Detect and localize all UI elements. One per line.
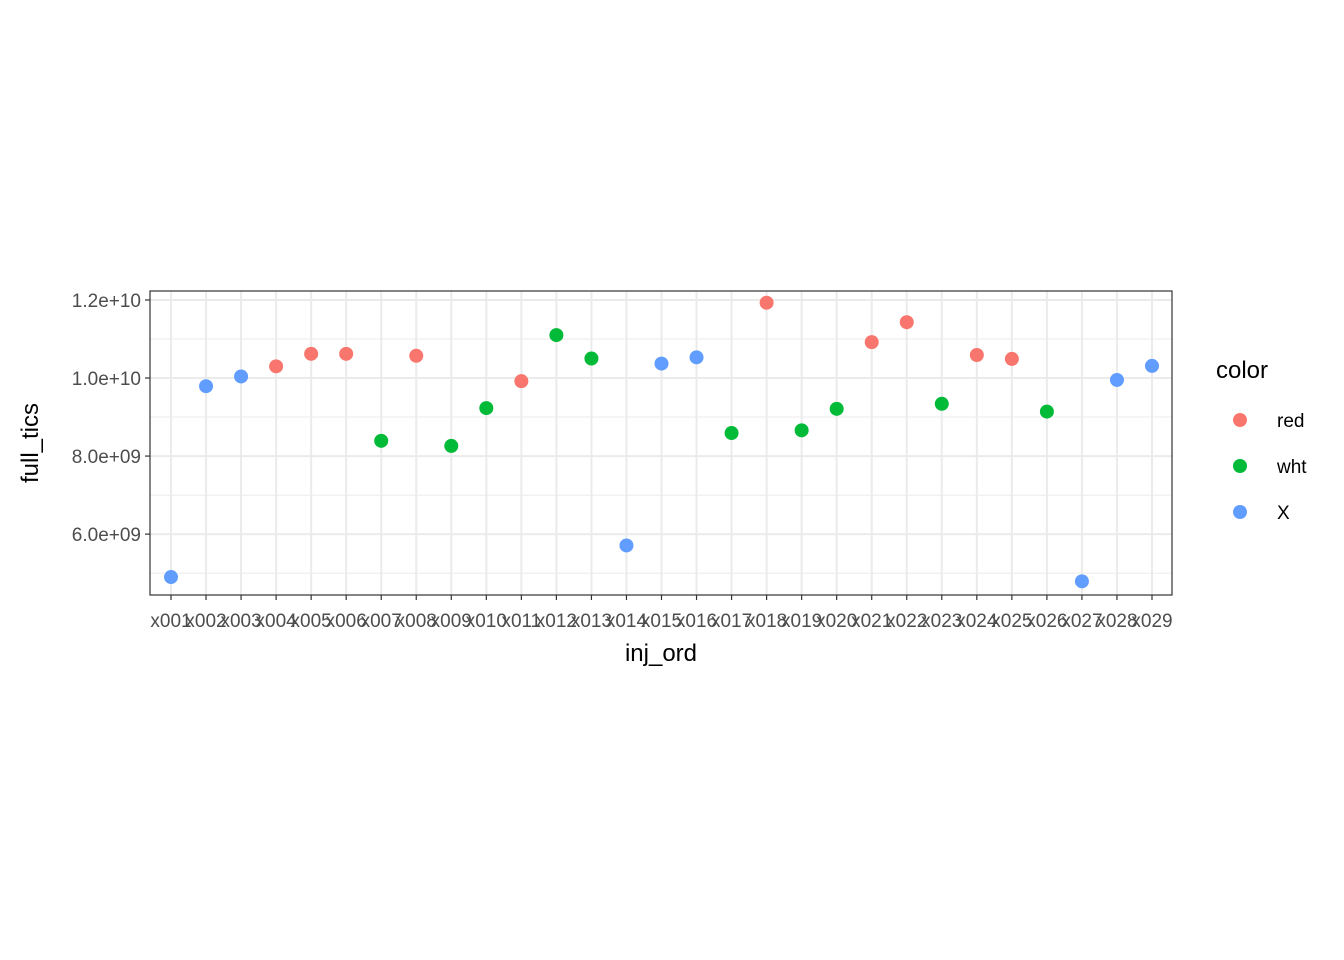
point-wht: [549, 328, 564, 343]
point-red: [759, 295, 774, 310]
point-red: [409, 348, 424, 363]
x-tick-label: x016: [676, 611, 717, 632]
legend-title: color: [1216, 357, 1268, 384]
y-tick-label: 1.0e+10: [72, 369, 141, 390]
x-tick-label: x010: [466, 611, 507, 632]
point-wht: [584, 351, 599, 366]
x-tick-label: x025: [991, 611, 1032, 632]
legend-key-red: [1233, 413, 1247, 427]
y-axis: 6.0e+09 8.0e+09 1.0e+10 1.2e+10: [72, 291, 150, 546]
legend-label: red: [1277, 411, 1304, 432]
point-wht: [724, 426, 739, 441]
point-red: [339, 346, 354, 361]
x-tick-label: x019: [781, 611, 822, 632]
point-red: [864, 335, 879, 350]
x-tick-label: x013: [571, 611, 612, 632]
x-tick-label: x023: [921, 611, 962, 632]
point-red: [1004, 351, 1019, 366]
legend: color red wht X: [1216, 357, 1307, 524]
point-wht: [374, 433, 389, 448]
x-tick-label: x007: [361, 611, 402, 632]
legend-key-X: [1233, 505, 1247, 519]
point-X: [1145, 358, 1159, 373]
point-red: [304, 346, 319, 361]
point-wht: [479, 401, 494, 416]
point-X: [199, 379, 214, 394]
x-tick-label: x021: [851, 611, 892, 632]
point-red: [269, 359, 284, 374]
legend-label: X: [1277, 503, 1290, 524]
x-tick-label: x011: [501, 611, 541, 632]
point-wht: [444, 438, 459, 453]
point-X: [1074, 574, 1089, 589]
point-X: [234, 369, 249, 384]
x-tick-label: x028: [1096, 611, 1137, 632]
x-tick-label: x003: [220, 611, 261, 632]
x-tick-label: x015: [641, 611, 682, 632]
point-X: [654, 356, 669, 371]
x-axis: x001x002x003x004x005x006x007x008x009x010…: [150, 595, 1173, 632]
x-tick-label: x022: [886, 611, 927, 632]
point-wht: [794, 423, 809, 438]
point-X: [619, 538, 634, 553]
x-tick-label: x017: [711, 611, 752, 632]
point-wht: [1039, 404, 1054, 419]
point-X: [164, 570, 178, 585]
x-axis-title: inj_ord: [625, 640, 697, 667]
x-tick-label: x020: [816, 611, 857, 632]
x-tick-label: x001: [150, 611, 191, 632]
legend-key-wht: [1233, 459, 1247, 473]
x-tick-label: x004: [256, 611, 298, 632]
grid-lines: [150, 291, 1172, 595]
point-X: [1109, 372, 1124, 387]
point-wht: [829, 401, 844, 416]
x-tick-label: x027: [1061, 611, 1102, 632]
x-tick-label: x008: [396, 611, 437, 632]
point-red: [969, 348, 984, 362]
x-tick-label: x029: [1131, 611, 1172, 632]
point-wht: [934, 396, 949, 411]
y-tick-label: 1.2e+10: [72, 291, 141, 312]
x-tick-label: x012: [536, 611, 577, 632]
x-tick-label: x024: [956, 611, 998, 632]
data-points: [164, 295, 1159, 589]
x-tick-label: x014: [606, 611, 648, 632]
legend-label: wht: [1276, 457, 1307, 478]
x-tick-label: x002: [185, 611, 226, 632]
x-tick-label: x005: [291, 611, 332, 632]
x-tick-label: x026: [1026, 611, 1067, 632]
x-tick-label: x006: [326, 611, 367, 632]
y-tick-label: 6.0e+09: [72, 525, 141, 546]
point-X: [689, 350, 704, 365]
y-axis-title: full_tics: [17, 403, 44, 483]
point-red: [899, 315, 914, 330]
y-tick-label: 8.0e+09: [72, 447, 141, 468]
x-tick-label: x009: [431, 611, 472, 632]
x-tick-label: x018: [746, 611, 787, 632]
point-red: [514, 374, 529, 389]
